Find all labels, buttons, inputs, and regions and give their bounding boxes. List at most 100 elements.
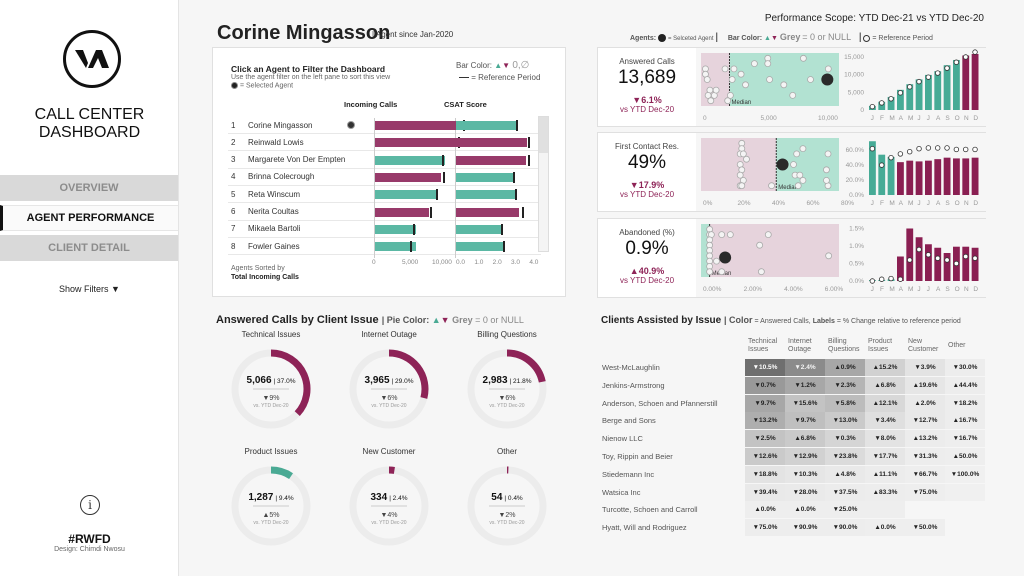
csat-bar[interactable] xyxy=(456,224,501,234)
heatmap-cell[interactable]: ▲19.6% xyxy=(905,376,945,394)
heatmap-cell[interactable]: ▼37.5% xyxy=(825,483,865,501)
csat-bar[interactable] xyxy=(456,172,513,182)
agent-row[interactable]: 2 Reinwald Lowis xyxy=(228,134,541,152)
heatmap-cell[interactable]: ▼5.8% xyxy=(825,394,865,412)
agent-scatter-point[interactable] xyxy=(824,150,832,158)
agent-scatter-point[interactable] xyxy=(823,166,830,174)
info-icon[interactable]: i xyxy=(80,495,100,515)
agent-scatter-point[interactable] xyxy=(766,76,773,83)
pie-chart[interactable]: Technical Issues 5,066 | 37.0% ▼9% vs. YTD D… xyxy=(221,330,321,433)
csat-bar[interactable] xyxy=(456,242,504,252)
heatmap-cell[interactable]: ▲44.4% xyxy=(945,376,985,394)
heatmap-cell[interactable]: ▼66.7% xyxy=(905,465,945,483)
selected-agent-point[interactable] xyxy=(776,158,789,171)
heatmap-client-label[interactable]: Anderson, Schoen and Pfannerstill xyxy=(602,398,718,408)
heatmap-cell[interactable]: ▼0.3% xyxy=(825,430,865,448)
heatmap-cell[interactable]: ▼10.3% xyxy=(785,465,825,483)
heatmap-client-label[interactable]: Watsica Inc xyxy=(602,487,641,497)
heatmap-cell[interactable]: ▲0.9% xyxy=(825,359,865,376)
donut-arc[interactable] xyxy=(506,349,546,383)
monthly-bar[interactable] xyxy=(915,161,923,195)
heatmap-cell[interactable]: ▲11.1% xyxy=(865,465,905,483)
donut-arc[interactable] xyxy=(270,349,311,417)
monthly-bar[interactable] xyxy=(897,89,904,110)
monthly-bar[interactable] xyxy=(953,158,960,195)
agent-scatter-point[interactable] xyxy=(743,155,750,163)
monthly-bar[interactable] xyxy=(925,160,932,195)
heatmap-cell[interactable]: ▲0.0% xyxy=(865,519,905,537)
heatmap-cell[interactable]: ▲0.0% xyxy=(745,501,785,519)
monthly-bar[interactable] xyxy=(962,55,970,110)
heatmap-cell[interactable]: ▲50.0% xyxy=(945,448,985,465)
monthly-bar[interactable] xyxy=(962,158,970,195)
heatmap-cell[interactable]: ▼18.8% xyxy=(745,465,785,483)
nav-agent-performance[interactable]: AGENT PERFORMANCE xyxy=(0,205,178,231)
heatmap-cell[interactable]: ▼25.0% xyxy=(825,501,865,519)
csat-bar[interactable] xyxy=(456,155,526,165)
calls-bar[interactable] xyxy=(375,207,429,217)
heatmap-cell[interactable]: ▼28.0% xyxy=(785,483,825,501)
pie-chart[interactable]: Billing Questions 2,983 | 21.8% ▼6% vs. YTD … xyxy=(457,330,557,433)
agent-scatter-point[interactable] xyxy=(823,177,830,184)
agent-scatter-point[interactable] xyxy=(796,171,804,179)
calls-bar[interactable] xyxy=(375,138,458,148)
heatmap-cell[interactable]: ▲13.2% xyxy=(905,430,945,448)
monthly-bar[interactable] xyxy=(906,160,914,195)
agent-scatter-point[interactable] xyxy=(737,70,745,78)
heatmap-cell[interactable] xyxy=(865,501,905,519)
agent-scatter-point[interactable] xyxy=(703,76,711,83)
heatmap-cell[interactable]: ▼13.0% xyxy=(825,412,865,430)
monthly-bar[interactable] xyxy=(943,65,951,110)
heatmap-cell[interactable]: ▼23.8% xyxy=(825,448,865,465)
monthly-bar[interactable] xyxy=(953,59,960,110)
agent-scatter-point[interactable] xyxy=(724,97,732,105)
heatmap-cell[interactable]: ▼12.9% xyxy=(785,448,825,465)
heatmap-cell[interactable]: ▼15.6% xyxy=(785,394,825,412)
heatmap-cell[interactable]: ▼2.3% xyxy=(825,376,865,394)
heatmap-cell[interactable]: ▼30.0% xyxy=(945,359,985,376)
heatmap-cell[interactable]: ▼3.9% xyxy=(905,359,945,376)
agent-scatter-point[interactable] xyxy=(756,241,764,249)
heatmap-cell[interactable]: ▼2.4% xyxy=(785,359,825,376)
heatmap-client-label[interactable]: Jenkins-Armstrong xyxy=(602,380,665,390)
monthly-bar[interactable] xyxy=(971,54,979,110)
monthly-bar[interactable] xyxy=(925,244,932,281)
agent-scatter-point[interactable] xyxy=(718,231,726,239)
agent-row[interactable]: 8 Fowler Gaines xyxy=(228,238,541,256)
agent-scatter-point[interactable] xyxy=(764,231,772,239)
heatmap-cell[interactable]: ▲2.0% xyxy=(905,394,945,412)
heatmap-cell[interactable]: ▼9.7% xyxy=(745,394,785,412)
monthly-bar[interactable] xyxy=(887,156,895,195)
csat-bar[interactable] xyxy=(456,138,527,148)
heatmap-client-label[interactable]: Toy, Rippin and Beier xyxy=(602,452,673,461)
monthly-bar[interactable] xyxy=(906,84,914,110)
donut-arc[interactable] xyxy=(270,466,293,480)
monthly-bar[interactable] xyxy=(943,253,951,281)
monthly-bar[interactable] xyxy=(962,246,970,281)
agent-scatter-point[interactable] xyxy=(768,182,775,190)
agent-scatter-point[interactable] xyxy=(757,268,765,276)
agent-row[interactable]: 7 Mikaela Bartoli xyxy=(228,221,541,238)
heatmap-cell[interactable]: ▼17.7% xyxy=(865,448,905,465)
monthly-bar[interactable] xyxy=(887,96,895,110)
calls-bar[interactable] xyxy=(375,224,417,234)
heatmap-cell[interactable]: ▼75.0% xyxy=(905,483,945,501)
monthly-bar[interactable] xyxy=(869,141,876,195)
monthly-bar[interactable] xyxy=(971,247,979,281)
heatmap-client-label[interactable]: Hyatt, Will and Rodriguez xyxy=(602,523,687,533)
heatmap-cell[interactable]: ▼18.2% xyxy=(945,394,985,412)
agent-scatter-point[interactable] xyxy=(764,60,772,68)
nav-overview[interactable]: OVERVIEW xyxy=(0,175,178,201)
pie-chart[interactable]: New Customer 334 | 2.4% ▼4% vs. YTD Dec-20 xyxy=(339,447,439,550)
agent-scatter-point[interactable] xyxy=(793,150,801,158)
agent-row[interactable]: 5 Reta Winscum xyxy=(228,186,541,204)
heatmap-cell[interactable]: ▲4.8% xyxy=(825,465,865,483)
agent-scatter-point[interactable] xyxy=(730,65,738,73)
scrollbar-thumb[interactable] xyxy=(539,117,548,153)
calls-bar[interactable] xyxy=(375,121,458,130)
agent-scatter-point[interactable] xyxy=(739,150,747,158)
agent-scatter-point[interactable] xyxy=(780,81,788,89)
agent-row[interactable]: 4 Brinna Colecrough xyxy=(228,169,541,186)
heatmap-cell[interactable]: ▼50.0% xyxy=(905,519,945,537)
agent-row[interactable]: 1 Corine Mingasson xyxy=(228,117,541,134)
